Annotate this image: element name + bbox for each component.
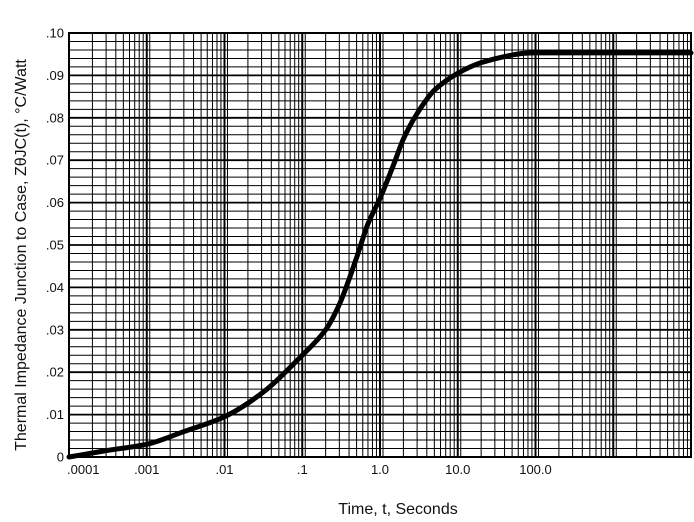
series-line bbox=[66, 50, 694, 460]
y-tick-label: .04 bbox=[46, 280, 64, 295]
x-tick-label: 10.0 bbox=[445, 462, 470, 477]
x-tick-label: 1.0 bbox=[371, 462, 389, 477]
y-tick-label: .03 bbox=[46, 322, 64, 337]
y-tick-label: .08 bbox=[46, 110, 64, 125]
y-tick-label: 0 bbox=[57, 450, 64, 465]
x-tick-labels: .0001 .001 .01 .1 1.0 10.0 100.0 bbox=[67, 462, 552, 477]
y-tick-label: .10 bbox=[46, 26, 64, 41]
y-tick-label: .02 bbox=[46, 365, 64, 380]
y-tick-label: .06 bbox=[46, 195, 64, 210]
plot-frame bbox=[68, 32, 692, 458]
y-tick-label: .05 bbox=[46, 238, 64, 253]
y-tick-label: .07 bbox=[46, 153, 64, 168]
y-tick-label: .01 bbox=[46, 407, 64, 422]
x-tick-label: .01 bbox=[215, 462, 233, 477]
x-tick-label: 100.0 bbox=[519, 462, 552, 477]
x-tick-label: .001 bbox=[134, 462, 159, 477]
x-tick-label: .1 bbox=[297, 462, 308, 477]
y-tick-label: .09 bbox=[46, 68, 64, 83]
y-axis-title: Thermal Impedance Junction to Case, ZθJC… bbox=[13, 59, 30, 451]
x-tick-label: .0001 bbox=[67, 462, 100, 477]
x-axis-title: Time, t, Seconds bbox=[338, 501, 457, 518]
major-gridlines bbox=[69, 33, 691, 457]
y-tick-labels: 0 .01 .02 .03 .04 .05 .06 .07 .08 .09 .10 bbox=[46, 26, 64, 465]
